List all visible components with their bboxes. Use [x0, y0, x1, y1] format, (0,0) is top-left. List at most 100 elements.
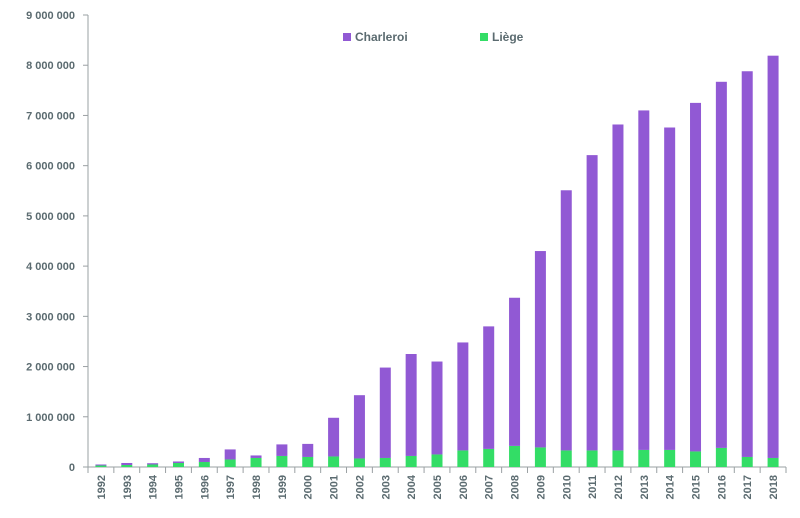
y-tick-label: 2 000 000	[26, 362, 75, 374]
bar-charleroi-1996	[198, 457, 210, 462]
bar-charleroi-2018	[767, 55, 779, 458]
x-tick-label: 2015	[691, 475, 703, 499]
x-tick-label: 2007	[484, 475, 496, 499]
bar-charleroi-2012	[612, 124, 624, 451]
bar-liege-2018	[767, 457, 779, 467]
bar-liege-1998	[250, 457, 262, 467]
bar-liege-1994	[147, 464, 159, 467]
bar-charleroi-2011	[586, 155, 598, 451]
bar-charleroi-2017	[741, 71, 753, 457]
x-tick-label: 2003	[380, 475, 392, 499]
x-tick-label: 2014	[665, 474, 677, 499]
legend-swatch-liege	[480, 33, 488, 41]
x-tick-label: 1999	[277, 475, 289, 499]
x-tick-label: 2004	[406, 474, 418, 499]
x-tick-label: 2005	[432, 475, 444, 499]
bar-liege-2001	[328, 456, 340, 467]
bar-charleroi-1995	[172, 461, 184, 463]
x-tick-label: 2008	[510, 475, 522, 499]
bar-liege-2010	[560, 450, 572, 467]
y-axis: 0 1 000 000 2 000 000 3 000 000 4 000 000 5 0…	[26, 10, 89, 474]
legend-label-charleroi: Charleroi	[355, 30, 408, 44]
bar-liege-2005	[431, 454, 443, 467]
bar-charleroi-2005	[431, 361, 443, 455]
bar-charleroi-1999	[276, 444, 288, 456]
legend-swatch-charleroi	[343, 33, 351, 41]
bar-liege-2013	[638, 449, 650, 467]
bar-charleroi-2010	[560, 190, 572, 451]
bar-charleroi-1992	[95, 464, 107, 466]
x-tick-label: 1992	[96, 475, 108, 499]
bar-liege-2009	[534, 447, 546, 467]
bar-liege-1993	[121, 464, 133, 467]
bar-charleroi-2007	[483, 326, 495, 449]
bars	[95, 55, 779, 467]
x-tick-label: 2006	[458, 475, 470, 499]
bar-charleroi-2003	[379, 367, 391, 458]
bar-liege-2002	[353, 458, 365, 467]
bar-liege-2015	[690, 451, 702, 467]
bar-charleroi-2002	[353, 395, 365, 459]
x-tick-label: 2001	[329, 475, 341, 499]
bar-liege-2006	[457, 450, 469, 467]
x-tick-label: 2011	[587, 475, 599, 499]
y-tick-label: 8 000 000	[26, 60, 75, 72]
bar-liege-2000	[302, 456, 314, 467]
bar-liege-1995	[172, 462, 184, 467]
bar-charleroi-2008	[509, 297, 521, 446]
x-tick-label: 1995	[173, 475, 185, 499]
bar-charleroi-2009	[534, 251, 546, 448]
y-tick-label: 6 000 000	[26, 161, 75, 173]
bar-liege-1999	[276, 455, 288, 467]
x-tick-label: 2016	[716, 475, 728, 499]
bar-charleroi-1994	[147, 463, 159, 465]
bar-liege-2004	[405, 455, 417, 467]
bar-liege-2011	[586, 450, 598, 467]
x-tick-label: 2000	[303, 475, 315, 499]
x-axis: 1992 1993 1994 1995 1996 1997 1998 1999 2000 2001…	[87, 466, 787, 499]
bar-liege-1992	[95, 465, 107, 467]
y-tick-label: 7 000 000	[26, 110, 75, 122]
y-tick-label: 4 000 000	[26, 261, 75, 273]
x-tick-label: 1996	[199, 475, 211, 499]
x-tick-label: 2009	[535, 475, 547, 499]
bar-charleroi-2000	[302, 443, 314, 457]
bar-charleroi-2016	[715, 81, 727, 448]
bar-charleroi-2006	[457, 342, 469, 451]
y-tick-label: 9 000 000	[26, 10, 75, 22]
bar-liege-1996	[198, 461, 210, 467]
x-tick-label: 2010	[561, 475, 573, 499]
bar-liege-2012	[612, 450, 624, 467]
x-tick-label: 2018	[768, 475, 780, 499]
y-tick-label: 1 000 000	[26, 412, 75, 424]
bar-charleroi-2015	[690, 102, 702, 452]
legend-label-liege: Liège	[492, 30, 524, 44]
bar-liege-2008	[509, 445, 521, 467]
bar-charleroi-1998	[250, 455, 262, 458]
bar-liege-2017	[741, 456, 753, 467]
bar-liege-2016	[715, 447, 727, 467]
bar-liege-2007	[483, 448, 495, 467]
bar-charleroi-2004	[405, 354, 417, 456]
x-tick-label: 1993	[122, 475, 134, 499]
bar-liege-1997	[224, 459, 236, 467]
x-tick-label: 1998	[251, 475, 263, 499]
bar-charleroi-2013	[638, 110, 650, 450]
bar-charleroi-2014	[664, 127, 676, 450]
bar-charleroi-2001	[328, 417, 340, 457]
x-tick-label: 2002	[354, 475, 366, 499]
bar-charleroi-1993	[121, 462, 133, 465]
x-tick-label: 1994	[148, 474, 160, 499]
y-tick-label: 0	[69, 462, 75, 474]
bar-liege-2014	[664, 449, 676, 467]
y-tick-label: 3 000 000	[26, 311, 75, 323]
legend: Charleroi Liège	[343, 30, 524, 44]
x-tick-label: 2017	[742, 475, 754, 499]
y-tick-label: 5 000 000	[26, 211, 75, 223]
x-tick-label: 2012	[613, 475, 625, 499]
bar-charleroi-1997	[224, 449, 236, 460]
x-tick-label: 1997	[225, 475, 237, 499]
x-tick-label: 2013	[639, 475, 651, 499]
bar-liege-2003	[379, 457, 391, 467]
